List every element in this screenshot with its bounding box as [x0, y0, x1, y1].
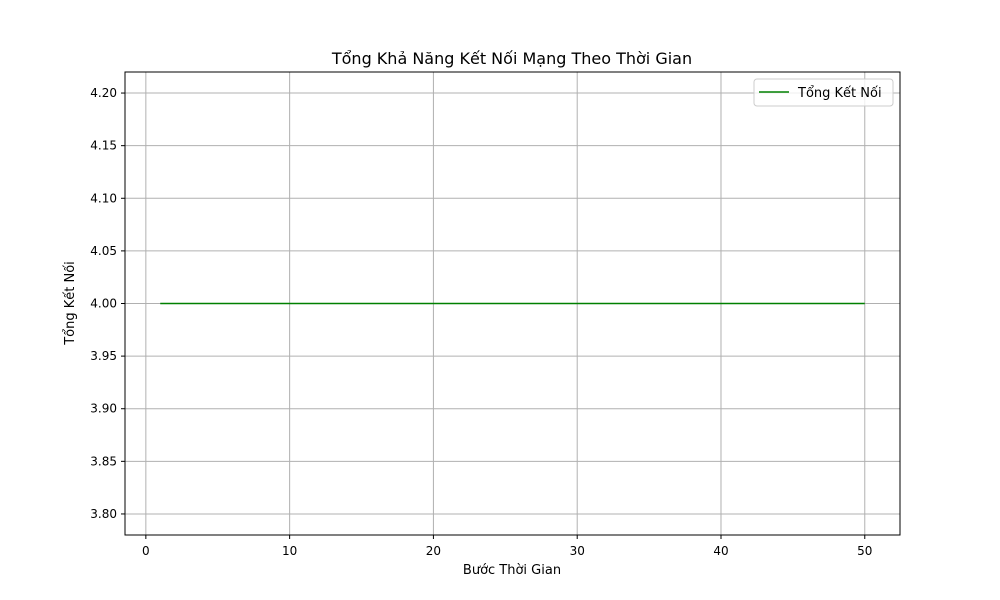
x-tick-label: 40 [713, 544, 728, 558]
y-tick-label: 4.20 [90, 86, 117, 100]
x-tick-label: 30 [570, 544, 585, 558]
y-tick-label: 4.05 [90, 244, 117, 258]
legend: Tổng Kết Nối [753, 78, 894, 107]
y-tick-label: 4.10 [90, 191, 117, 205]
x-axis-label: Bước Thời Gian [463, 563, 561, 578]
y-axis-label: Tổng Kết Nối [63, 261, 78, 346]
y-tick-label: 3.90 [90, 402, 117, 416]
axis-ticks: 0 10 20 30 40 50 3.80 3.85 3.90 3.95 4.00 4.05 4.10 4… [90, 86, 872, 558]
x-tick-label: 20 [426, 544, 441, 558]
legend-box [753, 78, 894, 107]
y-tick-label: 3.80 [90, 507, 117, 521]
y-tick-label: 4.00 [90, 297, 117, 311]
x-tick-label: 50 [857, 544, 872, 558]
chart-title: Tổng Khả Năng Kết Nối Mạng Theo Thời Gia… [331, 49, 692, 68]
x-tick-label: 10 [282, 544, 297, 558]
y-tick-label: 3.95 [90, 349, 117, 363]
x-tick-label: 0 [142, 544, 150, 558]
y-tick-label: 3.85 [90, 454, 117, 468]
legend-label: Tổng Kết Nối [797, 86, 882, 101]
y-tick-label: 4.15 [90, 139, 117, 153]
